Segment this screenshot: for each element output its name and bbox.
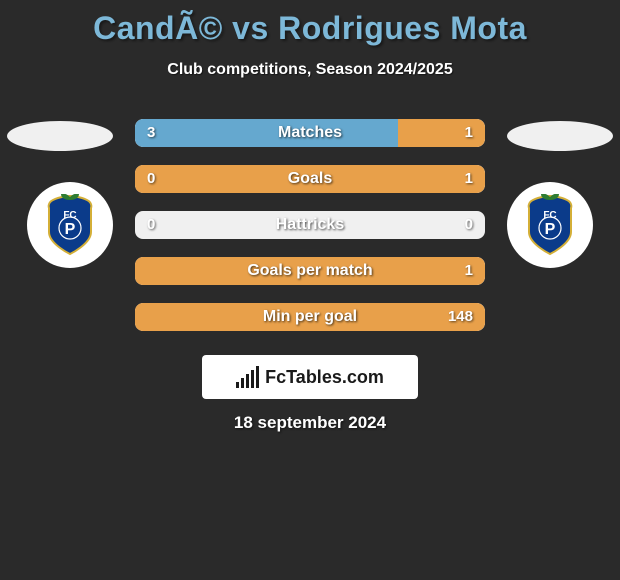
stat-row: 148Min per goal [135,303,485,331]
branding-text: FcTables.com [265,367,384,388]
stat-label: Matches [135,119,485,147]
porto-crest-icon: FC P [523,194,577,256]
badge-circle: FC P [507,182,593,268]
svg-text:P: P [65,221,76,238]
fctables-logo-icon [236,366,259,388]
player-b-club-badge: FC P [500,181,600,269]
badge-circle: FC P [27,182,113,268]
player-b-photo-placeholder [507,121,613,151]
svg-text:P: P [545,221,556,238]
svg-text:FC: FC [543,210,556,221]
comparison-date: 18 september 2024 [0,413,620,433]
stat-label: Hattricks [135,211,485,239]
branding-badge: FcTables.com [202,355,418,399]
stat-label: Goals per match [135,257,485,285]
player-a-photo-placeholder [7,121,113,151]
porto-crest-icon: FC P [43,194,97,256]
stats-container: 31Matches 01Goals 00Hattricks 1Goals per ma… [135,119,485,349]
stat-row: 1Goals per match [135,257,485,285]
comparison-title: CandÃ© vs Rodrigues Mota [0,0,620,47]
stat-row: 00Hattricks [135,211,485,239]
svg-text:FC: FC [63,210,76,221]
stat-row: 31Matches [135,119,485,147]
comparison-subtitle: Club competitions, Season 2024/2025 [0,61,620,79]
stat-label: Min per goal [135,303,485,331]
stat-label: Goals [135,165,485,193]
player-a-club-badge: FC P [20,181,120,269]
stat-row: 01Goals [135,165,485,193]
